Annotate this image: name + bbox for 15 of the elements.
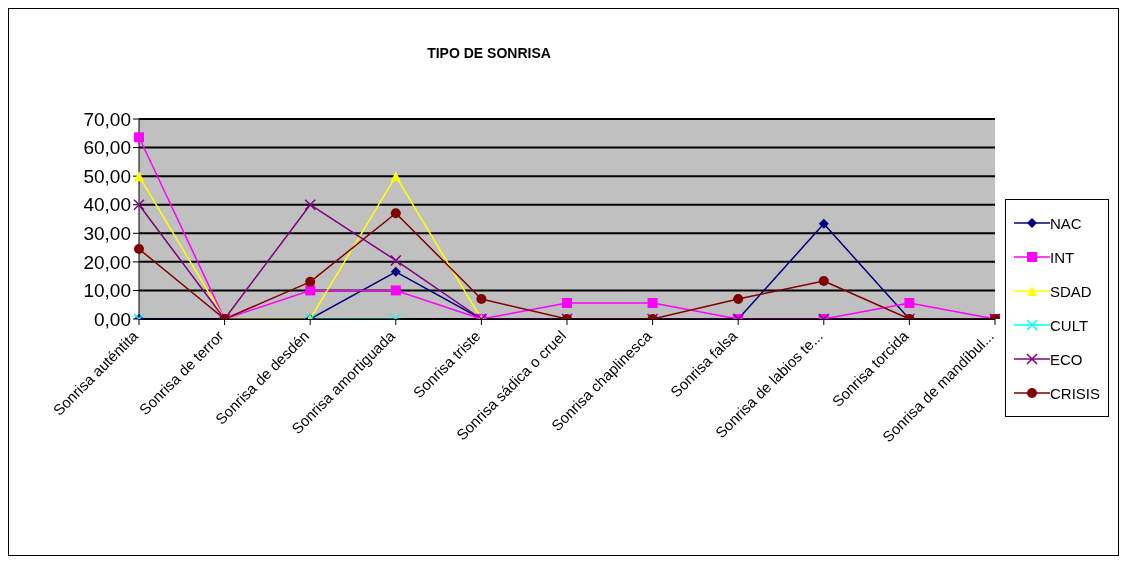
y-tick-label: 10,00 xyxy=(83,280,131,302)
y-tick-label: 20,00 xyxy=(83,251,131,273)
y-tick-label: 60,00 xyxy=(83,137,131,159)
legend-label: INT xyxy=(1049,248,1075,266)
chart-title: TIPO DE SONRISA xyxy=(426,45,552,61)
y-tick-label: 70,00 xyxy=(83,108,131,130)
y-tick-label: 30,00 xyxy=(83,223,131,245)
legend-label: CULT xyxy=(1049,316,1089,334)
y-tick-label: 40,00 xyxy=(83,194,131,216)
y-tick-label: 50,00 xyxy=(83,165,131,187)
legend-label: ECO xyxy=(1049,350,1083,368)
legend-label: NAC xyxy=(1049,214,1082,232)
y-tick-label: 0,00 xyxy=(94,308,131,330)
legend-label: SDAD xyxy=(1049,282,1092,300)
legend-label: CRISIS xyxy=(1049,384,1100,402)
